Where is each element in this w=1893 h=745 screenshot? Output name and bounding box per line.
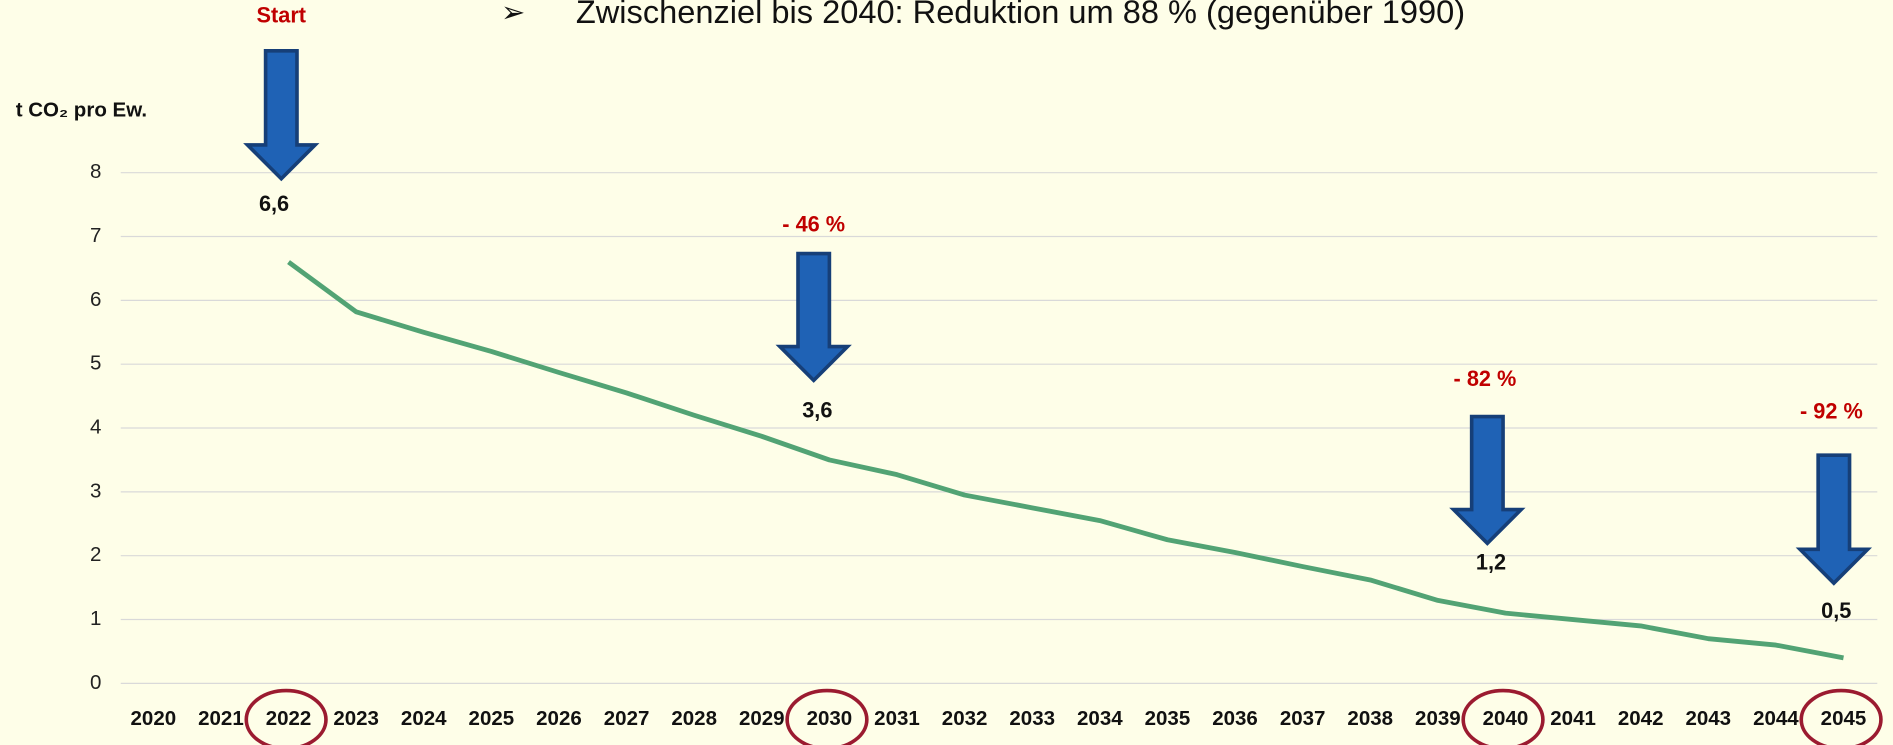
annotation-value: 3,6 bbox=[802, 397, 832, 422]
x-tick-label: 2022 bbox=[266, 707, 312, 730]
y-tick-label: 4 bbox=[90, 415, 101, 438]
y-tick-label: 2 bbox=[90, 543, 101, 566]
y-tick-label: 8 bbox=[90, 160, 101, 183]
x-tick-label: 2021 bbox=[198, 707, 244, 730]
annotation-label: - 46 % bbox=[782, 212, 845, 237]
year-highlight bbox=[1799, 688, 1883, 745]
annotation-label: - 92 % bbox=[1800, 399, 1863, 424]
x-tick-label: 2045 bbox=[1821, 707, 1867, 730]
annotation-value: 1,2 bbox=[1476, 550, 1506, 575]
y-axis-label: t CO₂ pro Ew. bbox=[16, 99, 147, 122]
x-tick-label: 2024 bbox=[401, 707, 447, 730]
y-tick-label: 1 bbox=[90, 607, 101, 630]
arrow bbox=[1795, 453, 1873, 586]
y-tick-label: 6 bbox=[90, 288, 101, 311]
x-tick-label: 2043 bbox=[1685, 707, 1731, 730]
year-highlight bbox=[244, 688, 328, 745]
x-tick-label: 2039 bbox=[1415, 707, 1461, 730]
x-tick-label: 2036 bbox=[1212, 707, 1258, 730]
annotation-value: 0,5 bbox=[1821, 598, 1851, 623]
arrow bbox=[243, 48, 320, 182]
x-tick-label: 2031 bbox=[874, 707, 920, 730]
x-tick-label: 2040 bbox=[1483, 707, 1529, 730]
y-tick-label: 7 bbox=[90, 224, 101, 247]
x-tick-label: 2042 bbox=[1618, 707, 1664, 730]
y-tick-label: 0 bbox=[90, 671, 101, 694]
x-tick-label: 2035 bbox=[1145, 707, 1191, 730]
x-tick-label: 2027 bbox=[604, 707, 650, 730]
x-tick-label: 2033 bbox=[1009, 707, 1055, 730]
annotation-label: - 82 % bbox=[1454, 366, 1517, 391]
x-tick-label: 2023 bbox=[333, 707, 379, 730]
x-tick-label: 2030 bbox=[807, 707, 853, 730]
data-line bbox=[287, 260, 1844, 661]
arrow bbox=[1449, 414, 1526, 546]
x-tick-label: 2037 bbox=[1280, 707, 1326, 730]
y-tick-label: 3 bbox=[90, 479, 101, 502]
year-highlight bbox=[1461, 688, 1545, 745]
x-tick-label: 2032 bbox=[942, 707, 988, 730]
x-tick-label: 2020 bbox=[131, 707, 177, 730]
x-tick-label: 2034 bbox=[1077, 707, 1123, 730]
annotation-value: 6,6 bbox=[259, 191, 289, 216]
x-tick-label: 2026 bbox=[536, 707, 582, 730]
annotation-label: Start bbox=[257, 3, 306, 28]
arrow bbox=[775, 251, 852, 383]
bullet: ➢ bbox=[501, 0, 525, 29]
year-highlight bbox=[785, 688, 869, 745]
x-tick-label: 2041 bbox=[1550, 707, 1596, 730]
x-tick-label: 2028 bbox=[671, 707, 717, 730]
x-tick-label: 2038 bbox=[1347, 707, 1393, 730]
x-tick-label: 2029 bbox=[739, 707, 785, 730]
x-tick-label: 2025 bbox=[469, 707, 515, 730]
x-tick-label: 2044 bbox=[1753, 707, 1799, 730]
y-tick-label: 5 bbox=[90, 352, 101, 375]
chart-title: Zwischenziel bis 2040: Reduktion um 88 %… bbox=[576, 0, 1465, 30]
